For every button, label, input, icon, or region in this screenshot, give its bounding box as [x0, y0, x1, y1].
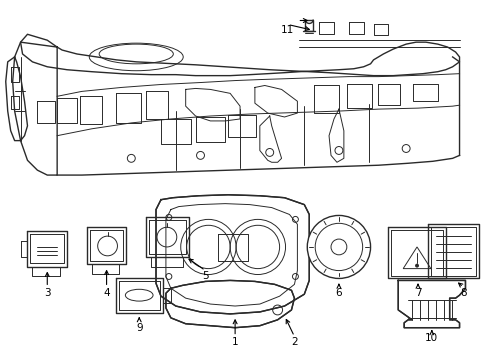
Text: 1: 1: [232, 337, 239, 347]
Text: 6: 6: [336, 288, 342, 298]
Text: 9: 9: [136, 323, 143, 333]
Polygon shape: [146, 217, 189, 257]
Text: 8: 8: [460, 288, 467, 298]
Polygon shape: [428, 224, 479, 278]
Text: 3: 3: [44, 288, 50, 298]
Polygon shape: [305, 19, 313, 31]
Polygon shape: [398, 280, 465, 328]
Text: 2: 2: [291, 337, 298, 347]
Text: 10: 10: [425, 333, 439, 342]
Text: 5: 5: [202, 271, 209, 282]
Polygon shape: [87, 227, 126, 264]
Polygon shape: [156, 195, 309, 314]
Text: 7: 7: [415, 288, 421, 298]
Text: 11: 11: [281, 25, 294, 35]
Polygon shape: [166, 280, 294, 328]
Polygon shape: [389, 227, 446, 278]
Text: 4: 4: [103, 288, 110, 298]
Polygon shape: [117, 278, 163, 313]
Circle shape: [415, 264, 419, 267]
Polygon shape: [27, 231, 67, 267]
Circle shape: [307, 215, 370, 278]
